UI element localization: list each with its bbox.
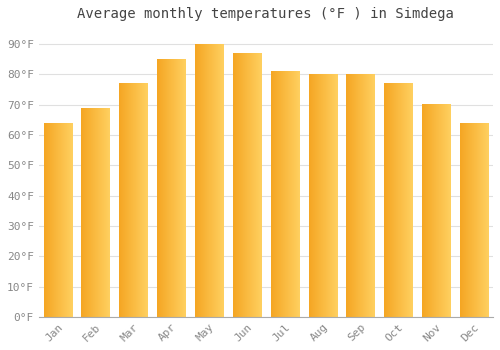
Title: Average monthly temperatures (°F ) in Simdega: Average monthly temperatures (°F ) in Si… [78,7,454,21]
